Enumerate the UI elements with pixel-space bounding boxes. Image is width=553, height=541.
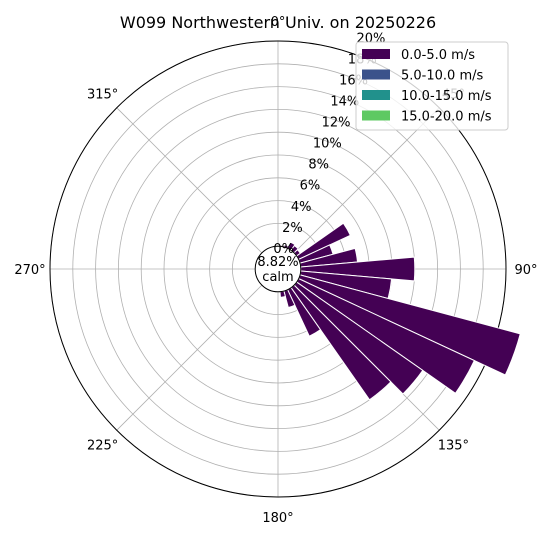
calm-percent-label: 8.82% — [257, 255, 298, 270]
legend-swatch-3 — [362, 111, 390, 121]
legend: 0.0-5.0 m/s 5.0-10.0 m/s 10.0-15.0 m/s 15.0… — [356, 42, 508, 130]
direction-label-90: 90° — [514, 263, 537, 278]
legend-label-0: 0.0-5.0 m/s — [401, 48, 475, 63]
radial-tick-label-8: 8% — [308, 158, 329, 173]
radial-tick-label-2: 2% — [282, 221, 303, 236]
direction-label-0: 0° — [271, 15, 286, 30]
calm-label: calm — [262, 270, 293, 285]
legend-swatch-1 — [362, 70, 390, 80]
radial-tick-label-10: 10% — [313, 137, 342, 152]
radial-tick-label-6: 6% — [300, 179, 321, 194]
bars-layer — [280, 223, 520, 400]
direction-label-180: 180° — [262, 511, 293, 526]
direction-label-270: 270° — [14, 263, 45, 278]
legend-swatch-2 — [362, 90, 390, 100]
grid-spoke-225 — [117, 285, 262, 430]
radial-tick-label-0: 0% — [273, 242, 294, 257]
radial-tick-label-12: 12% — [322, 116, 351, 131]
radial-tick-label-4: 4% — [291, 200, 312, 215]
grid-spoke-315 — [117, 108, 262, 253]
legend-label-2: 10.0-15.0 m/s — [401, 89, 492, 104]
legend-swatch-0 — [362, 49, 390, 59]
legend-label-1: 5.0-10.0 m/s — [401, 69, 483, 84]
direction-label-315: 315° — [87, 88, 118, 103]
legend-label-3: 15.0-20.0 m/s — [401, 110, 492, 125]
direction-label-225: 225° — [87, 438, 118, 453]
radial-tick-label-14: 14% — [330, 94, 359, 109]
direction-label-135: 135° — [438, 438, 469, 453]
